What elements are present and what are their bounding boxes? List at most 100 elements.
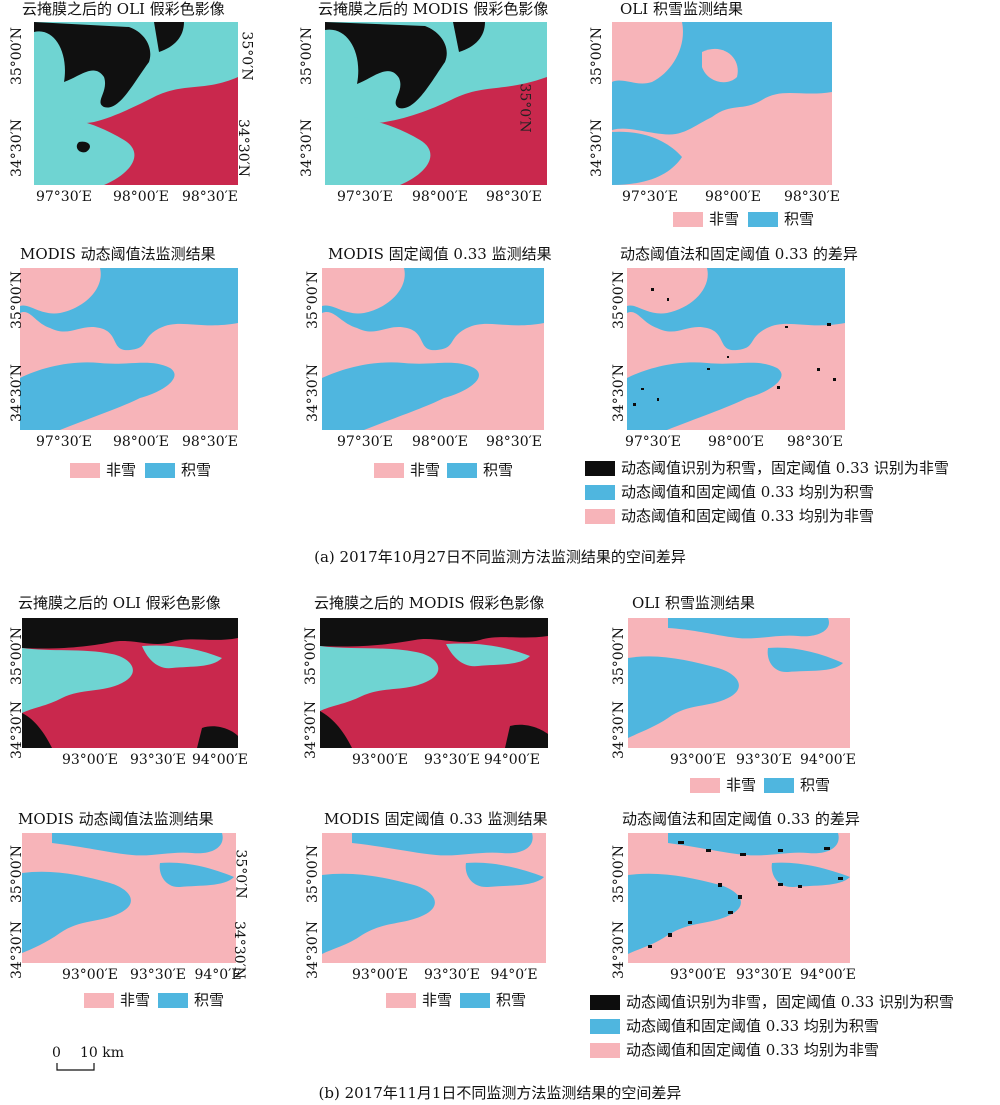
legend-a2-dyn-non-snow: 非雪 bbox=[70, 461, 136, 479]
xtick-b1-olisnow-9330: 93°30′E bbox=[735, 752, 793, 768]
legend-label-non-snow: 非雪 bbox=[709, 210, 740, 228]
xtick-a2-fixed-9730: 97°30′E bbox=[336, 434, 394, 450]
ytick-a1-olisnow-3430: 34°30′N bbox=[589, 118, 606, 178]
ytick-b2-dyn-right-35: 35°0′N bbox=[232, 849, 249, 899]
legend-label-diff-blue: 动态阈值和固定阈值 0.33 均别为积雪 bbox=[621, 483, 874, 501]
title-b-oli-false-color: 云掩膜之后的 OLI 假彩色影像 bbox=[18, 594, 221, 612]
legend-swatch-snow bbox=[748, 211, 778, 227]
xtick-a2-dyn-9800: 98°00′E bbox=[112, 434, 170, 450]
xtick-a1-olisnow-9730: 97°30′E bbox=[621, 189, 679, 205]
legend-swatch-non-snow bbox=[84, 992, 114, 1008]
legend-b1-non-snow: 非雪 bbox=[690, 776, 756, 794]
xtick-a1-oli-9830: 98°30′E bbox=[181, 189, 239, 205]
legend-swatch-snow bbox=[158, 992, 188, 1008]
legend-swatch-non-snow bbox=[386, 992, 416, 1008]
ytick-b2-fixed-35: 35°00′N bbox=[305, 844, 322, 904]
scale-bar: 0 10 km bbox=[52, 1045, 152, 1075]
legend-swatch-snow bbox=[460, 992, 490, 1008]
xtick-b2-fixed-9400: 94°0′E bbox=[490, 967, 538, 983]
ytick-a1-modis-mid: 35°0′N bbox=[516, 83, 533, 133]
ytick-a1-modis-3430: 34°30′N bbox=[299, 118, 316, 178]
ytick-a1-oli-right-3430: 34°30′N bbox=[235, 118, 252, 178]
ytick-b2-dyn-3430: 34°30′N bbox=[9, 920, 26, 980]
ytick-a1-oli-35: 35°00′N bbox=[9, 26, 26, 86]
legend-b-diff-pink: 动态阈值和固定阈值 0.33 均别为非雪 bbox=[590, 1041, 879, 1059]
xtick-a2-dyn-9730: 97°30′E bbox=[35, 434, 93, 450]
legend-swatch-diff-blue bbox=[585, 484, 615, 500]
legend-label-non-snow: 非雪 bbox=[120, 991, 151, 1009]
legend-label-non-snow: 非雪 bbox=[726, 776, 757, 794]
legend-swatch-snow bbox=[447, 462, 477, 478]
legend-swatch-snow bbox=[764, 777, 794, 793]
legend-label-diff-pink: 动态阈值和固定阈值 0.33 均别为非雪 bbox=[626, 1041, 879, 1059]
legend-b2-dyn-snow: 积雪 bbox=[158, 991, 224, 1009]
xtick-b1-oli-9300: 93°00′E bbox=[61, 752, 119, 768]
map-b-oli-false-color bbox=[22, 618, 238, 748]
ytick-a2-fixed-35: 35°00′N bbox=[305, 270, 322, 330]
title-b-modis-fixed: MODIS 固定阈值 0.33 监测结果 bbox=[324, 810, 548, 828]
xtick-b2-dyn-9400: 94°0′E bbox=[194, 967, 242, 983]
xtick-a1-oli-9800: 98°00′E bbox=[112, 189, 170, 205]
map-a-modis-fixed bbox=[322, 268, 544, 430]
legend-label-snow: 积雪 bbox=[483, 461, 514, 479]
title-a-modis-fixed: MODIS 固定阈值 0.33 监测结果 bbox=[328, 245, 552, 263]
xtick-b1-modis-9300: 93°00′E bbox=[351, 752, 409, 768]
xtick-a2-diff-9830: 98°30′E bbox=[786, 434, 844, 450]
ytick-b1-modis-35: 35°00′N bbox=[303, 626, 320, 686]
scale-label-ten: 10 km bbox=[80, 1045, 125, 1061]
legend-b2-dyn-non-snow: 非雪 bbox=[84, 991, 150, 1009]
xtick-a1-olisnow-9800: 98°00′E bbox=[704, 189, 762, 205]
legend-label-snow: 积雪 bbox=[784, 210, 815, 228]
legend-swatch-non-snow bbox=[690, 777, 720, 793]
title-a-modis-false-color: 云掩膜之后的 MODIS 假彩色影像 bbox=[318, 0, 549, 18]
xtick-b2-diff-9300: 93°00′E bbox=[669, 967, 727, 983]
scale-bar-line bbox=[56, 1063, 95, 1071]
ytick-b1-oli-3430: 34°30′N bbox=[9, 700, 26, 760]
xtick-b2-diff-9330: 93°30′E bbox=[735, 967, 793, 983]
legend-swatch-diff-blue bbox=[590, 1018, 620, 1034]
legend-label-diff-blue: 动态阈值和固定阈值 0.33 均别为积雪 bbox=[626, 1017, 879, 1035]
title-a-difference: 动态阈值法和固定阈值 0.33 的差异 bbox=[620, 245, 858, 263]
legend-label-snow: 积雪 bbox=[496, 991, 527, 1009]
map-b-oli-snow bbox=[628, 618, 850, 748]
ytick-b2-dyn-35: 35°00′N bbox=[9, 844, 26, 904]
ytick-b1-olisnow-35: 35°00′N bbox=[611, 626, 628, 686]
map-b-difference bbox=[628, 833, 850, 963]
legend-label-snow: 积雪 bbox=[800, 776, 831, 794]
ytick-a1-oli-right-35: 35°0′N bbox=[238, 31, 255, 81]
ytick-b1-olisnow-3430: 34°30′N bbox=[611, 700, 628, 760]
map-a-oli-snow bbox=[612, 22, 832, 185]
map-a-modis-false-color bbox=[325, 22, 547, 185]
title-b-difference: 动态阈值法和固定阈值 0.33 的差异 bbox=[622, 810, 860, 828]
xtick-a2-diff-9730: 97°30′E bbox=[624, 434, 682, 450]
xtick-b1-olisnow-9400: 94°00′E bbox=[799, 752, 857, 768]
legend-label-non-snow: 非雪 bbox=[422, 991, 453, 1009]
ytick-b1-oli-35: 35°00′N bbox=[9, 626, 26, 686]
ytick-b2-fixed-3430: 34°30′N bbox=[305, 920, 322, 980]
xtick-a1-modis-9830: 98°30′E bbox=[485, 189, 543, 205]
legend-label-diff-black: 动态阈值识别为非雪，固定阈值 0.33 识别为积雪 bbox=[626, 993, 954, 1011]
legend-a2-fixed-non-snow: 非雪 bbox=[374, 461, 440, 479]
xtick-b1-oli-9330: 93°30′E bbox=[129, 752, 187, 768]
legend-b-diff-blue: 动态阈值和固定阈值 0.33 均别为积雪 bbox=[590, 1017, 879, 1035]
map-b-modis-fixed bbox=[322, 833, 546, 963]
legend-b1-snow: 积雪 bbox=[764, 776, 830, 794]
xtick-a1-oli-9730: 97°30′E bbox=[35, 189, 93, 205]
ytick-a2-fixed-3430: 34°30′N bbox=[305, 363, 322, 423]
legend-label-snow: 积雪 bbox=[194, 991, 225, 1009]
caption-a: (a) 2017年10月27日不同监测方法监测结果的空间差异 bbox=[314, 548, 686, 566]
legend-label-diff-pink: 动态阈值和固定阈值 0.33 均别为非雪 bbox=[621, 507, 874, 525]
legend-b-diff-black: 动态阈值识别为非雪，固定阈值 0.33 识别为积雪 bbox=[590, 993, 954, 1011]
xtick-a2-fixed-9800: 98°00′E bbox=[411, 434, 469, 450]
ytick-a2-dyn-35: 35°00′N bbox=[9, 270, 26, 330]
legend-swatch-non-snow bbox=[673, 211, 703, 227]
ytick-a2-diff-35: 35°00′N bbox=[611, 270, 628, 330]
legend-swatch-diff-pink bbox=[590, 1042, 620, 1058]
xtick-a1-olisnow-9830: 98°30′E bbox=[783, 189, 841, 205]
legend-swatch-diff-black bbox=[590, 994, 620, 1010]
xtick-b1-modis-9330: 93°30′E bbox=[423, 752, 481, 768]
legend-a-diff-black: 动态阈值识别为积雪，固定阈值 0.33 识别为非雪 bbox=[585, 459, 949, 477]
legend-label-snow: 积雪 bbox=[181, 461, 212, 479]
xtick-a2-fixed-9830: 98°30′E bbox=[485, 434, 543, 450]
title-b-modis-false-color: 云掩膜之后的 MODIS 假彩色影像 bbox=[314, 594, 545, 612]
